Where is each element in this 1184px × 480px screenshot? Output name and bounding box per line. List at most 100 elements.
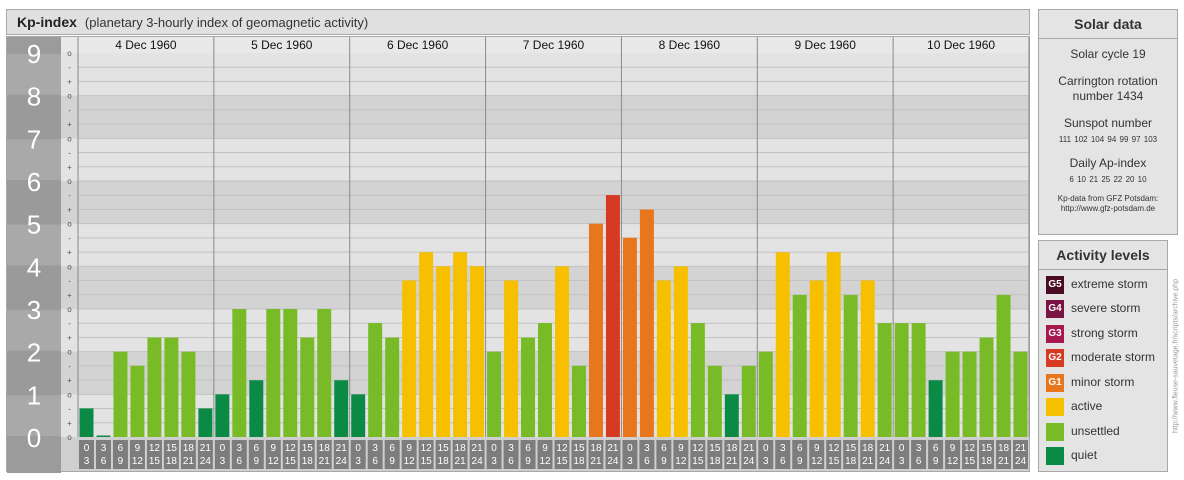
kp-bar: [147, 337, 162, 437]
interval-cell: [707, 440, 723, 469]
kp-bar: [588, 223, 603, 437]
y-sub-tick: o: [67, 49, 72, 58]
kp-bar: [605, 195, 620, 437]
interval-start-label: 9: [814, 443, 820, 454]
level-swatch: G4: [1046, 299, 1064, 318]
level-unsettled: unsettled: [1046, 421, 1120, 441]
interval-end-label: 24: [743, 456, 755, 467]
y-sub-tick: o: [67, 305, 72, 314]
interval-end-label: 12: [675, 456, 687, 467]
interval-cell: [520, 440, 536, 469]
interval-end-label: 15: [692, 456, 704, 467]
interval-start-label: 21: [743, 443, 755, 454]
activity-levels-title: Activity levels: [1039, 241, 1167, 270]
kp-bar: [504, 280, 519, 437]
interval-end-label: 6: [916, 456, 922, 467]
interval-cell: [554, 440, 570, 469]
interval-cell: [962, 440, 978, 469]
kp-bar: [979, 337, 994, 437]
interval-end-label: 9: [661, 456, 667, 467]
y-tick-label: 0: [27, 423, 41, 453]
interval-start-label: 12: [149, 443, 161, 454]
y-label-cell: [7, 139, 61, 180]
interval-end-label: 18: [166, 456, 178, 467]
interval-start-label: 21: [879, 443, 891, 454]
interval-end-label: 18: [438, 456, 450, 467]
interval-end-label: 3: [491, 456, 497, 467]
interval-start-label: 9: [950, 443, 956, 454]
interval-cell: [265, 440, 281, 469]
kp-bar: [571, 365, 586, 437]
interval-cell: [809, 440, 825, 469]
kp-bar: [928, 380, 943, 437]
interval-cell: [486, 440, 502, 469]
interval-end-label: 24: [200, 456, 212, 467]
interval-cell: [996, 440, 1012, 469]
kp-bar: [79, 408, 94, 437]
interval-start-label: 21: [607, 443, 619, 454]
level-label: strong storm: [1071, 326, 1138, 340]
y-tick-label: 4: [27, 252, 41, 282]
interval-cell: [112, 440, 128, 469]
interval-start-label: 15: [845, 443, 857, 454]
kp-bar: [826, 252, 841, 437]
interval-end-label: 12: [539, 456, 551, 467]
interval-cell: [350, 440, 366, 469]
interval-end-label: 18: [845, 456, 857, 467]
kp-bar: [198, 408, 213, 437]
kp-bar: [266, 309, 281, 437]
y-tick-label: 1: [27, 380, 41, 410]
interval-cell: [843, 440, 859, 469]
data-source-link[interactable]: http://www.gfz-potsdam.de: [1060, 204, 1156, 213]
kp-bar: [894, 323, 909, 437]
interval-start-label: 18: [455, 443, 467, 454]
kp-bar: [639, 209, 654, 437]
interval-end-label: 9: [797, 456, 803, 467]
kp-bar: [317, 309, 332, 437]
level-quiet: quiet: [1046, 445, 1097, 465]
interval-end-label: 21: [726, 456, 738, 467]
interval-cell: [690, 440, 706, 469]
interval-cell: [79, 440, 94, 469]
kp-bar: [538, 323, 552, 437]
y-tick-label: 6: [27, 167, 41, 197]
interval-end-label: 24: [879, 456, 891, 467]
interval-start-label: 12: [828, 443, 840, 454]
interval-start-label: 12: [964, 443, 976, 454]
interval-start-label: 18: [726, 443, 738, 454]
interval-end-label: 9: [254, 456, 260, 467]
level-minor-storm: G1 minor storm: [1046, 372, 1134, 392]
interval-start-label: 9: [406, 443, 412, 454]
y-sub-tick: o: [67, 348, 72, 357]
level-label: severe storm: [1071, 301, 1141, 315]
interval-start-label: 18: [998, 443, 1010, 454]
y-sub-tick: +: [67, 205, 72, 214]
interval-cell: [588, 440, 604, 469]
y-tick-label: 8: [27, 82, 41, 112]
interval-start-label: 3: [372, 443, 378, 454]
interval-start-label: 9: [271, 443, 277, 454]
kp-bar: [809, 280, 824, 437]
interval-start-label: 15: [709, 443, 721, 454]
interval-start-label: 6: [525, 443, 531, 454]
interval-start-label: 15: [302, 443, 314, 454]
kp-bar: [351, 394, 366, 437]
interval-end-label: 12: [132, 456, 144, 467]
interval-cell: [316, 440, 332, 469]
kp-bar: [945, 351, 960, 437]
interval-start-label: 0: [220, 443, 226, 454]
kp-bar: [775, 252, 790, 437]
interval-start-label: 18: [319, 443, 331, 454]
interval-end-label: 18: [709, 456, 721, 467]
level-swatch: G1: [1046, 373, 1064, 392]
level-label: extreme storm: [1071, 277, 1148, 291]
kp-bar: [877, 323, 892, 437]
interval-cell: [860, 440, 876, 469]
band-unit-6: [61, 138, 1029, 181]
kp-bar: [911, 323, 926, 437]
interval-end-label: 6: [101, 456, 107, 467]
y-sub-tick: o: [67, 177, 72, 186]
kp-bar: [334, 380, 349, 437]
y-sub-tick: -: [68, 106, 71, 115]
kp-bar: [453, 252, 468, 437]
